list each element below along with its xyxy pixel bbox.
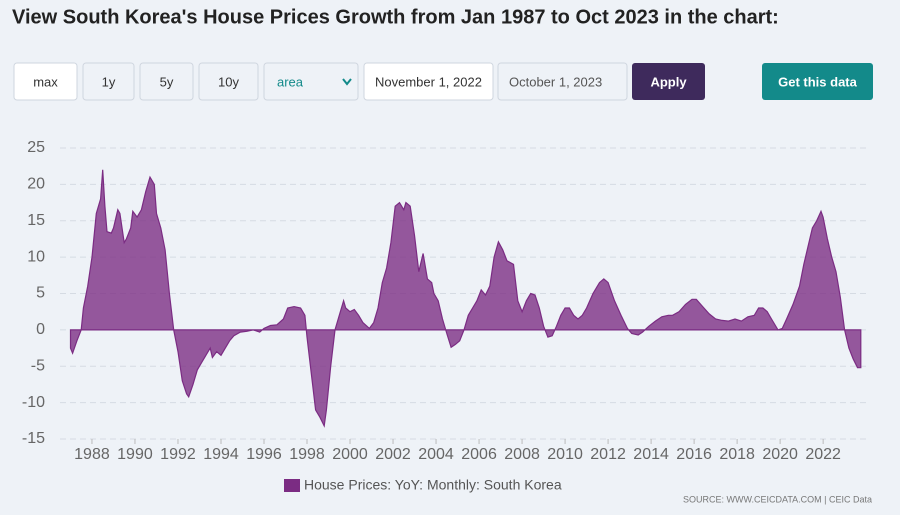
chart: -15 -10 -5 0 5 10 15 20 25 1988 1990 1992 1994 1996 19… (22, 139, 872, 504)
x-tick-label: 1990 (117, 446, 153, 463)
get-data-button[interactable] (762, 63, 873, 100)
x-tick-label: 1998 (289, 446, 325, 463)
x-tick-label: 2022 (805, 446, 841, 463)
apply-button[interactable] (632, 63, 705, 100)
legend-swatch[interactable] (284, 479, 300, 492)
select-label: area (277, 74, 304, 89)
x-tick-label: 2008 (504, 446, 540, 463)
x-tick-label: 2012 (590, 446, 626, 463)
end-date[interactable] (497, 62, 628, 101)
y-tick-label: 0 (36, 321, 45, 338)
x-tick-label: 2004 (418, 446, 454, 463)
x-tick-label: 2000 (332, 446, 368, 463)
range-button-label: 10y (218, 74, 239, 89)
x-tick-label: 1996 (246, 446, 282, 463)
y-tick-label: -5 (31, 357, 45, 374)
range-button[interactable] (82, 62, 135, 101)
range-button[interactable] (139, 62, 194, 101)
x-tick-label: 2014 (633, 446, 669, 463)
y-tick-label: -15 (22, 430, 45, 447)
start-date-label: November 1, 2022 (375, 74, 482, 89)
controls: max 1y 5y 10y area November 1, 2022 October 1,… (13, 62, 873, 101)
area (69, 169, 862, 428)
x-tick-label: 1994 (203, 446, 239, 463)
x-tick-label: 2016 (676, 446, 712, 463)
y-tick-label: 5 (36, 285, 45, 302)
start-date[interactable] (363, 62, 494, 101)
chevron (342, 78, 352, 86)
range-button[interactable] (13, 62, 78, 101)
range-button-label: 5y (160, 74, 174, 89)
range-button-label: max (33, 74, 58, 89)
x-tick-label: 2020 (762, 446, 798, 463)
chart-type-select[interactable] (263, 62, 359, 101)
x-tick-label: 1992 (160, 446, 196, 463)
legend-label[interactable]: House Prices: YoY: Monthly: South Korea (304, 477, 562, 493)
apply-label: Apply (650, 74, 687, 89)
y-tick-label: 15 (27, 212, 45, 229)
range-button-label: 1y (102, 74, 116, 89)
x-tick-label: 1988 (74, 446, 110, 463)
x-tick-label: 2018 (719, 446, 755, 463)
x-tick-label: 2002 (375, 446, 411, 463)
end-date-label: October 1, 2023 (509, 74, 602, 89)
y-tick-label: 10 (27, 248, 45, 265)
source: SOURCE: WWW.CEICDATA.COM | CEIC Data (683, 494, 872, 504)
y-tick-label: 20 (27, 176, 45, 193)
get-data-label: Get this data (778, 74, 858, 89)
x-tick-label: 2006 (461, 446, 497, 463)
title: View South Korea's House Prices Growth f… (12, 6, 779, 28)
y-tick-label: 25 (27, 139, 45, 156)
y-tick-label: -10 (22, 394, 45, 411)
x-tick-label: 2010 (547, 446, 583, 463)
range-button[interactable] (198, 62, 259, 101)
